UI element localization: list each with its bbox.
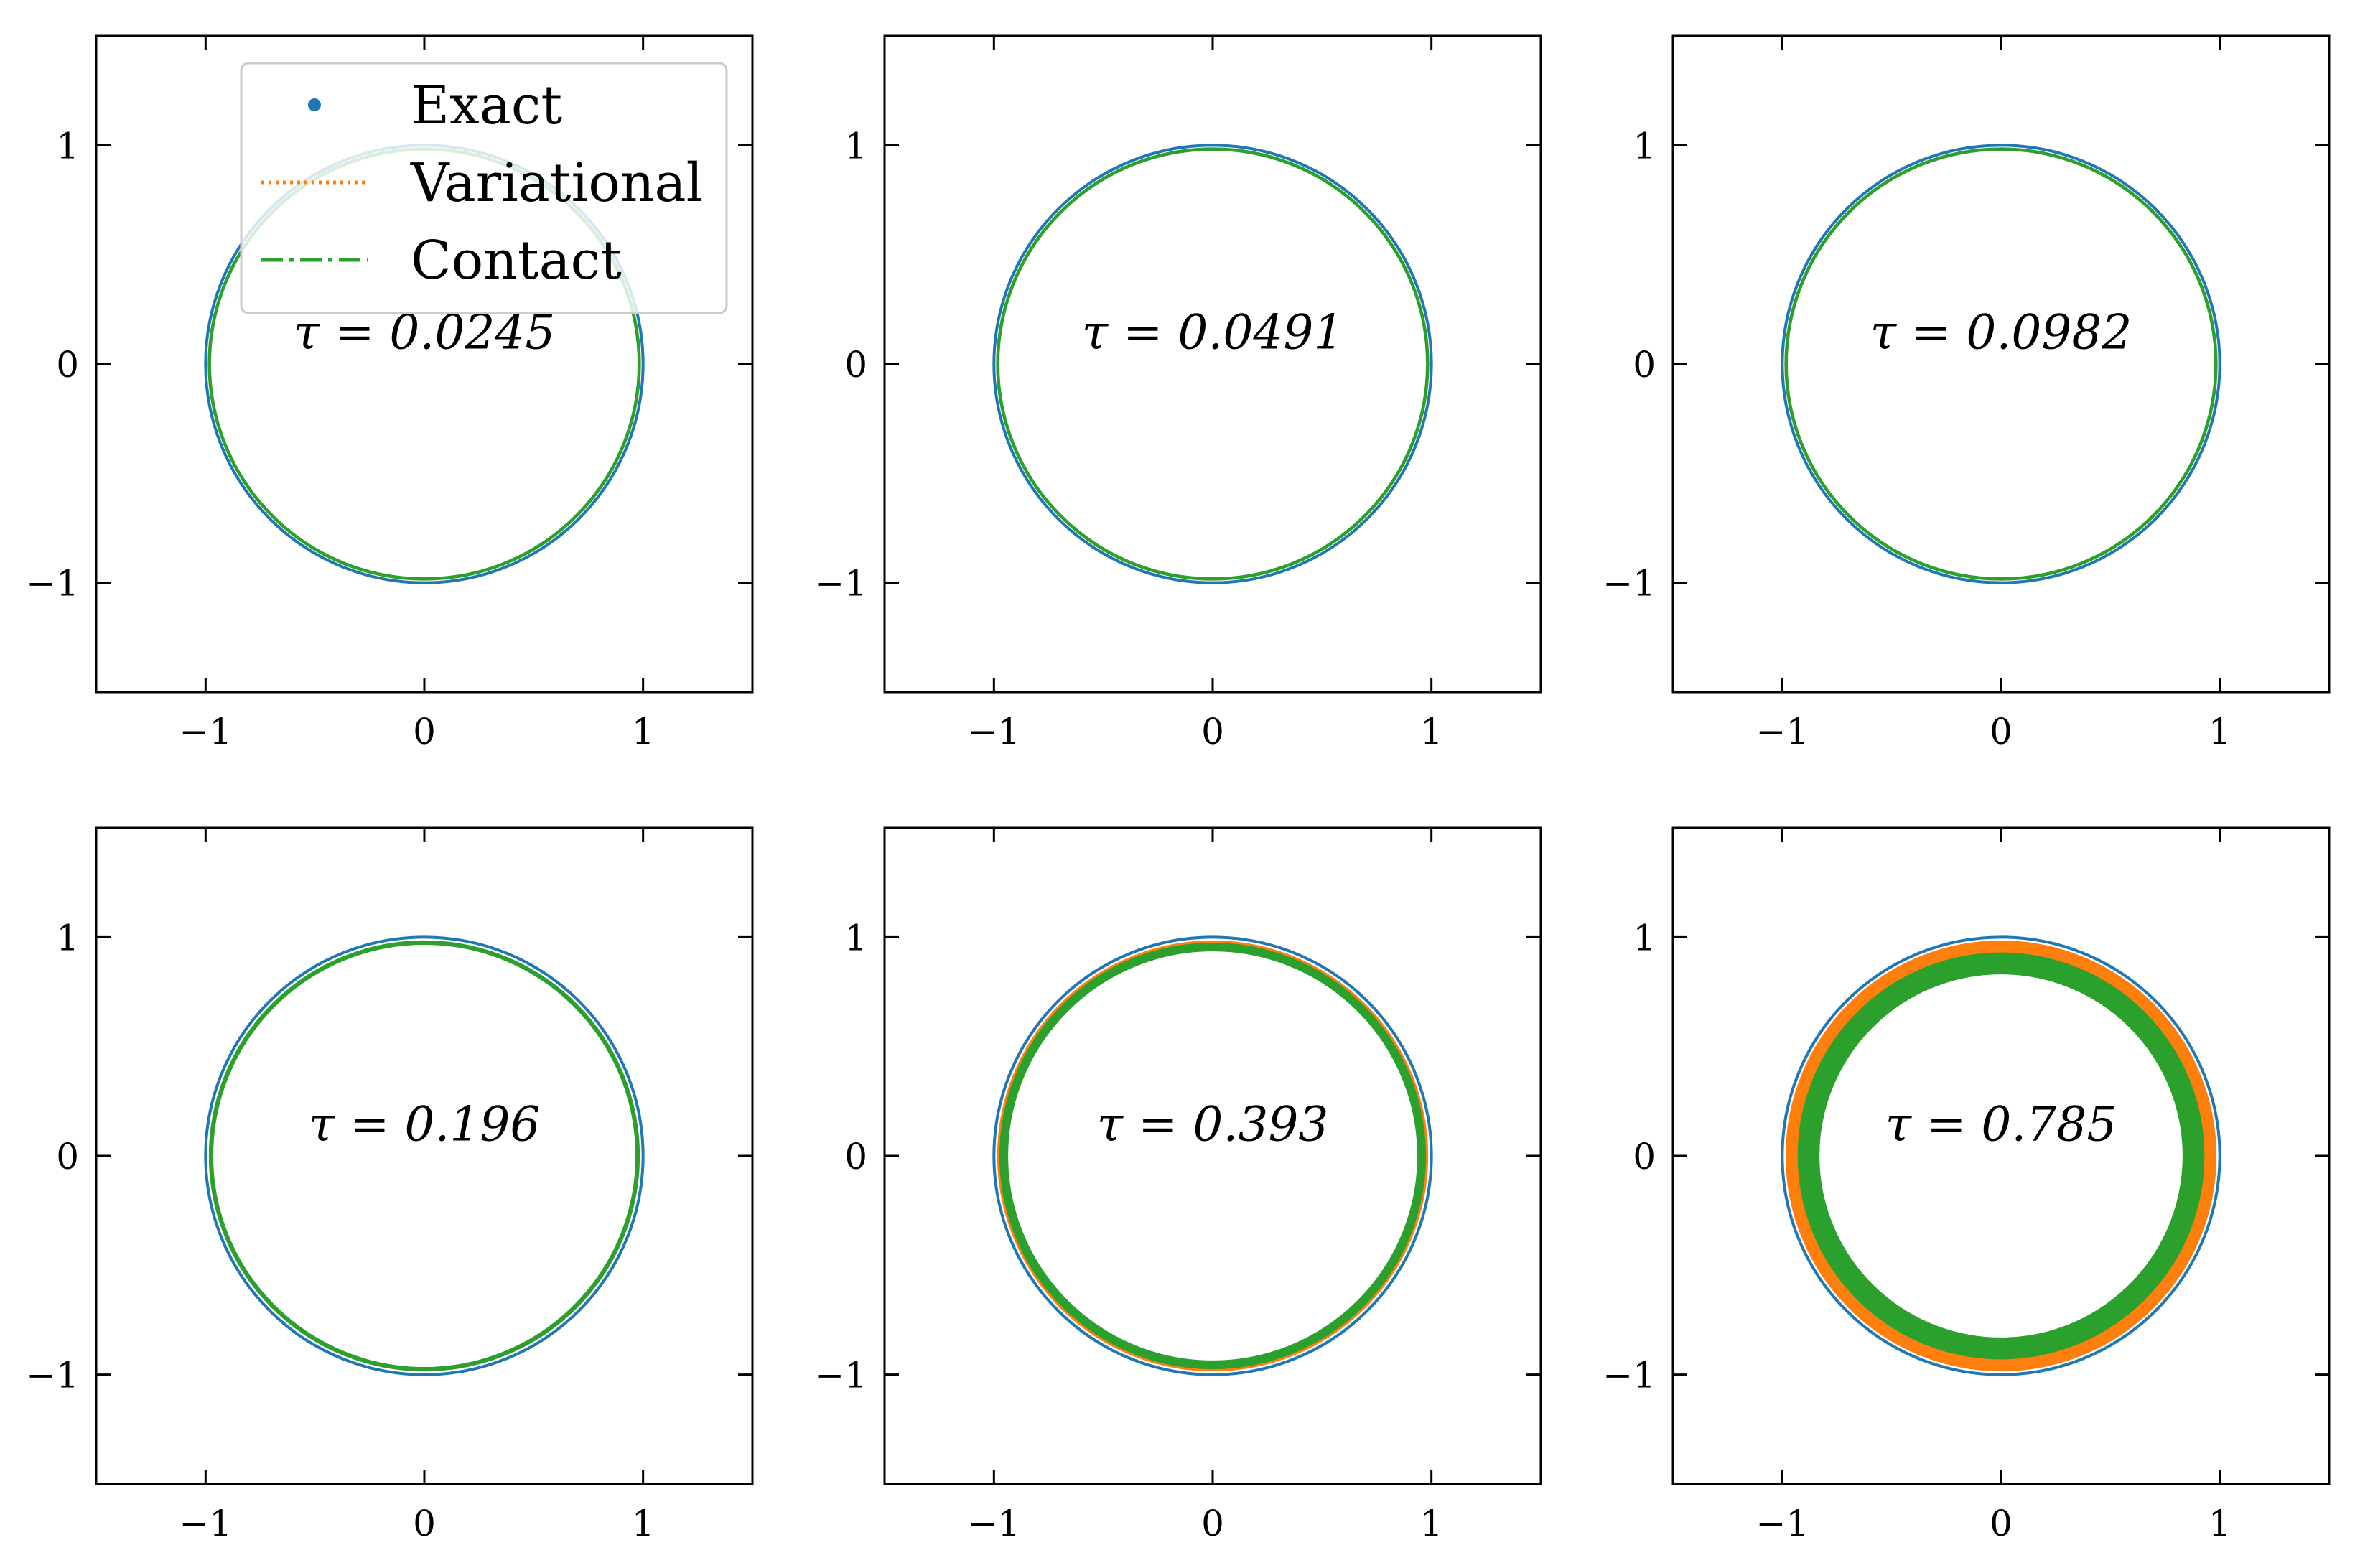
plot-area xyxy=(992,935,1433,1376)
legend: Exact Variational Contact xyxy=(240,62,728,314)
x-tick-label: 1 xyxy=(1420,711,1443,752)
subplot-2: −1 0 1 −1 0 1 τ = 0.0491 xyxy=(814,34,1542,752)
y-tick-label: −1 xyxy=(1603,1355,1656,1396)
x-tick-label: 0 xyxy=(1201,1503,1224,1544)
y-tick-label: 0 xyxy=(1633,1136,1656,1177)
subplot-6: −1 0 1 −1 0 1 τ = 0.785 xyxy=(1603,826,2331,1544)
x-tick-label: −1 xyxy=(179,1503,232,1544)
legend-marker xyxy=(308,98,321,111)
y-tick-label: 1 xyxy=(1633,125,1656,167)
y-tick-label: 0 xyxy=(56,344,79,386)
legend-label: Contact xyxy=(411,230,622,291)
x-tick-label: 0 xyxy=(413,711,436,752)
x-tick-label: 1 xyxy=(1420,1503,1443,1544)
y-tick-label: 1 xyxy=(56,917,79,958)
x-tick-label: 1 xyxy=(632,711,655,752)
tau-annotation: τ = 0.785 xyxy=(1885,1097,2117,1152)
tau-annotation: τ = 0.0491 xyxy=(1082,305,1344,360)
legend-entry-contact: Contact xyxy=(261,230,622,291)
y-tick-label: −1 xyxy=(1603,563,1656,605)
axes-frame xyxy=(95,826,754,1485)
tau-annotation: τ = 0.0245 xyxy=(294,305,556,360)
y-tick-label: 0 xyxy=(844,1136,867,1177)
x-tick-label: 1 xyxy=(632,1503,655,1544)
exact-trajectory xyxy=(992,144,1433,584)
legend-box xyxy=(240,62,728,314)
plot-area xyxy=(1781,144,2221,584)
y-tick-label: 0 xyxy=(1633,344,1656,386)
subplot-5: −1 0 1 −1 0 1 τ = 0.393 xyxy=(814,826,1542,1544)
legend-label: Variational xyxy=(410,152,703,214)
tau-annotation: τ = 0.393 xyxy=(1097,1097,1329,1152)
y-tick-label: −1 xyxy=(26,563,79,605)
y-tick-label: 1 xyxy=(844,125,867,167)
axes-frame xyxy=(883,826,1542,1485)
exact-trajectory xyxy=(1781,144,2221,584)
x-tick-label: −1 xyxy=(179,711,232,752)
subplot-1: −1 0 1 −1 0 1 τ = 0.0245 xyxy=(26,34,754,752)
contact-trajectory xyxy=(1784,147,2218,581)
y-tick-label: 1 xyxy=(56,125,79,167)
y-tick-label: −1 xyxy=(814,1355,867,1396)
axes-frame xyxy=(1671,34,2331,694)
legend-entry-exact: Exact xyxy=(308,75,562,136)
x-tick-label: −1 xyxy=(967,711,1020,752)
exact-trajectory xyxy=(992,935,1433,1376)
contact-trajectory xyxy=(999,942,1427,1370)
x-tick-label: 0 xyxy=(1201,711,1224,752)
x-tick-label: 1 xyxy=(2209,711,2232,752)
plot-area xyxy=(1781,935,2221,1376)
subplot-grid: −1 0 1 −1 0 1 τ = 0.0245 −1 0 1 −1 0 1 τ = 0.0491 −1 0 1… xyxy=(26,34,2331,1544)
exact-trajectory xyxy=(204,935,645,1376)
y-tick-label: −1 xyxy=(814,563,867,605)
legend-label: Exact xyxy=(411,75,562,136)
x-tick-label: 0 xyxy=(413,1503,436,1544)
contact-trajectory xyxy=(996,147,1430,581)
x-tick-label: 0 xyxy=(1990,711,2013,752)
y-tick-label: 1 xyxy=(844,917,867,958)
contact-trajectory xyxy=(208,940,640,1372)
legend-entry-variational: Variational xyxy=(261,152,703,214)
x-tick-label: −1 xyxy=(1755,1503,1809,1544)
axes-frame xyxy=(1671,826,2331,1485)
axes-frame xyxy=(883,34,1542,694)
exact-trajectory xyxy=(1781,935,2221,1376)
x-tick-label: 1 xyxy=(2209,1503,2232,1544)
tau-annotation: τ = 0.196 xyxy=(309,1097,541,1152)
x-tick-label: 0 xyxy=(1990,1503,2013,1544)
y-tick-label: −1 xyxy=(26,1355,79,1396)
contact-trajectory xyxy=(1797,952,2205,1360)
y-tick-label: 0 xyxy=(844,344,867,386)
x-tick-label: −1 xyxy=(1755,711,1809,752)
y-tick-label: 1 xyxy=(1633,917,1656,958)
subplot-3: −1 0 1 −1 0 1 τ = 0.0982 xyxy=(1603,34,2331,752)
y-tick-label: 0 xyxy=(56,1136,79,1177)
tau-annotation: τ = 0.0982 xyxy=(1870,305,2132,360)
x-tick-label: −1 xyxy=(967,1503,1020,1544)
plot-area xyxy=(992,144,1433,584)
subplot-4: −1 0 1 −1 0 1 τ = 0.196 xyxy=(26,826,754,1544)
plot-area xyxy=(204,935,645,1376)
